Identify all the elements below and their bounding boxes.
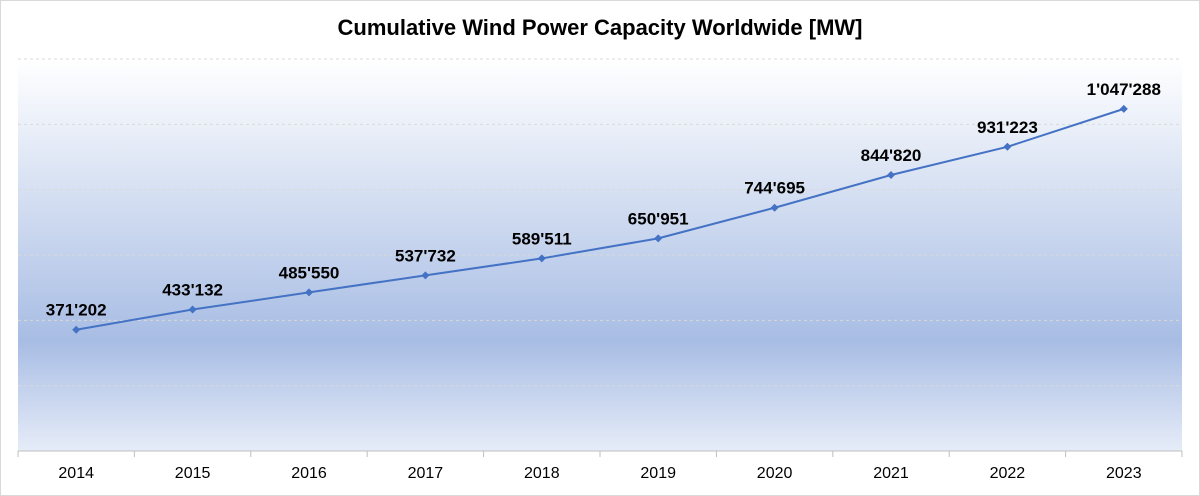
x-tick-label: 2023	[1106, 465, 1142, 482]
data-label: 371'202	[46, 301, 107, 320]
data-label: 537'732	[395, 246, 456, 265]
data-point	[887, 171, 895, 180]
x-tick-label: 2016	[291, 465, 327, 482]
x-tick-label: 2017	[408, 465, 444, 482]
data-point	[188, 305, 197, 314]
data-point	[72, 325, 81, 334]
data-label: 589'511	[512, 229, 572, 248]
x-tick-label: 2021	[873, 465, 909, 482]
data-point	[305, 288, 313, 297]
data-label: 844'820	[861, 146, 922, 165]
data-point	[1119, 104, 1128, 113]
x-tick-label: 2022	[990, 465, 1026, 482]
x-tick-label: 2020	[757, 465, 793, 482]
data-label: 744'695	[744, 179, 805, 198]
gridlines	[18, 58, 1182, 387]
x-tick-label: 2014	[58, 465, 94, 482]
x-axis: 2014 2015 2016 2017 2018 2019 2020 2021 2022 2023	[17, 450, 1183, 482]
series-line	[76, 107, 1125, 331]
data-point	[1003, 142, 1012, 151]
data-point	[654, 234, 663, 243]
data-point	[770, 203, 779, 212]
x-tick-label: 2018	[524, 465, 560, 482]
data-label: 1'047'288	[1087, 80, 1161, 99]
data-point	[421, 271, 430, 280]
x-tick-label: 2019	[640, 465, 676, 482]
data-label: 485'550	[279, 263, 340, 282]
data-label: 931'223	[977, 118, 1038, 137]
data-label: 650'951	[628, 209, 689, 228]
chart-title: Cumulative Wind Power Capacity Worldwide…	[337, 15, 863, 40]
data-label: 433'132	[162, 281, 223, 300]
x-tick-label: 2015	[175, 465, 211, 482]
data-labels: 371'202 433'132 485'550 537'732 589'511 650'9…	[46, 80, 1161, 320]
